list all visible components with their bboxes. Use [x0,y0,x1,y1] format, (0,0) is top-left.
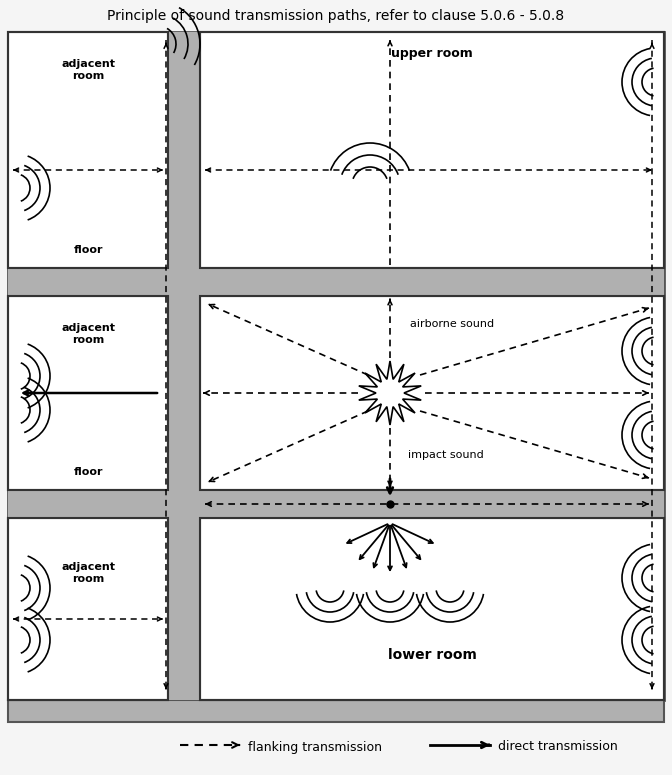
Text: upper room: upper room [391,47,473,60]
Bar [168,32,200,700]
Bar [200,518,664,700]
Text: adjacent
room: adjacent room [61,59,115,81]
Bar [200,32,664,268]
Bar [200,268,664,296]
Bar [8,32,168,268]
Bar [8,268,168,296]
Text: direct transmission: direct transmission [498,740,618,753]
Text: adjacent
room: adjacent room [61,562,115,584]
Bar [200,296,664,490]
Text: adjacent
room: adjacent room [61,323,115,345]
Bar [8,32,664,700]
Text: floor: floor [73,467,103,477]
Bar [200,32,664,268]
Bar [8,32,168,268]
Text: floor: floor [73,245,103,255]
Bar [8,490,168,518]
Bar [200,518,664,700]
Bar [8,518,168,700]
Text: lower room: lower room [388,648,476,662]
Text: impact sound: impact sound [408,450,484,460]
Bar [8,518,168,700]
Bar [200,490,664,518]
Bar [8,700,664,722]
Polygon shape [359,361,421,425]
Text: airborne sound: airborne sound [410,319,494,329]
Text: flanking transmission: flanking transmission [248,740,382,753]
Text: Principle of sound transmission paths, refer to clause 5.0.6 - 5.0.8: Principle of sound transmission paths, r… [108,9,564,23]
Bar [8,296,168,490]
Bar [200,296,664,490]
Bar [8,296,168,490]
